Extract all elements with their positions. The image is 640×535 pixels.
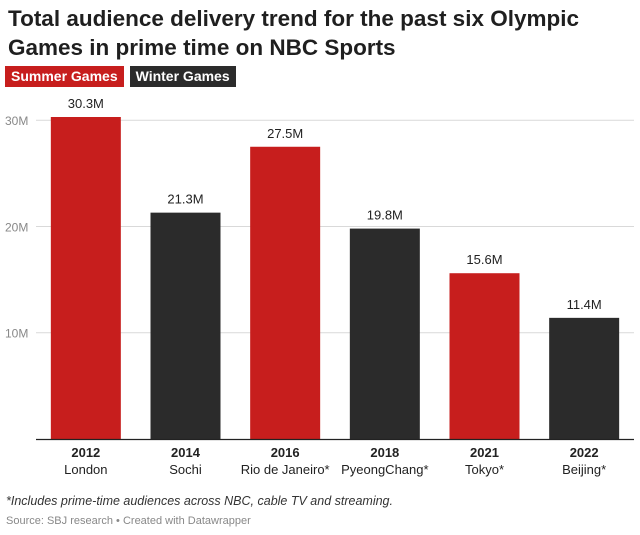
footnote: *Includes prime-time audiences across NB… bbox=[6, 494, 393, 508]
value-label: 27.5M bbox=[267, 126, 303, 141]
bar-2014 bbox=[150, 212, 221, 439]
y-tick-label: 20M bbox=[5, 220, 28, 234]
value-label: 21.3M bbox=[167, 192, 203, 207]
x-category-label: 2022 bbox=[570, 445, 599, 460]
x-category-label: 2014 bbox=[171, 445, 201, 460]
x-sublabel: Sochi bbox=[169, 462, 202, 477]
bar-2012 bbox=[50, 117, 121, 439]
x-sublabel: Beijing* bbox=[562, 462, 606, 477]
x-sublabel: PyeongChang* bbox=[341, 462, 428, 477]
value-label: 19.8M bbox=[367, 208, 403, 223]
x-category-label: 2016 bbox=[271, 445, 300, 460]
chart-title: Total audience delivery trend for the pa… bbox=[8, 6, 579, 60]
x-category-label: 2012 bbox=[71, 445, 100, 460]
x-category-label: 2018 bbox=[370, 445, 399, 460]
value-label: 30.3M bbox=[68, 96, 104, 111]
legend-winter-games: Winter Games bbox=[129, 66, 236, 87]
bar-2021 bbox=[449, 273, 520, 439]
y-tick-label: 30M bbox=[5, 114, 28, 128]
legend-summer-games: Summer Games bbox=[5, 66, 124, 87]
value-label: 11.4M bbox=[567, 297, 602, 312]
y-tick-label: 10M bbox=[5, 327, 28, 341]
bar-2022 bbox=[549, 317, 620, 439]
bar-2016 bbox=[250, 146, 321, 439]
x-sublabel: Tokyo* bbox=[465, 462, 504, 477]
value-label: 15.6M bbox=[466, 252, 502, 267]
source-line: Source: SBJ research • Created with Data… bbox=[6, 515, 251, 527]
x-sublabel: London bbox=[64, 462, 107, 477]
x-sublabel: Rio de Janeiro* bbox=[241, 462, 330, 477]
bar-2018 bbox=[349, 228, 420, 439]
bar-chart: 10M 20M 30M 30.3M 2012 London 21.3M 2014 Sochi 27… bbox=[5, 96, 634, 477]
x-category-label: 2021 bbox=[470, 445, 499, 460]
legend: Summer Games Winter Games bbox=[5, 66, 236, 87]
